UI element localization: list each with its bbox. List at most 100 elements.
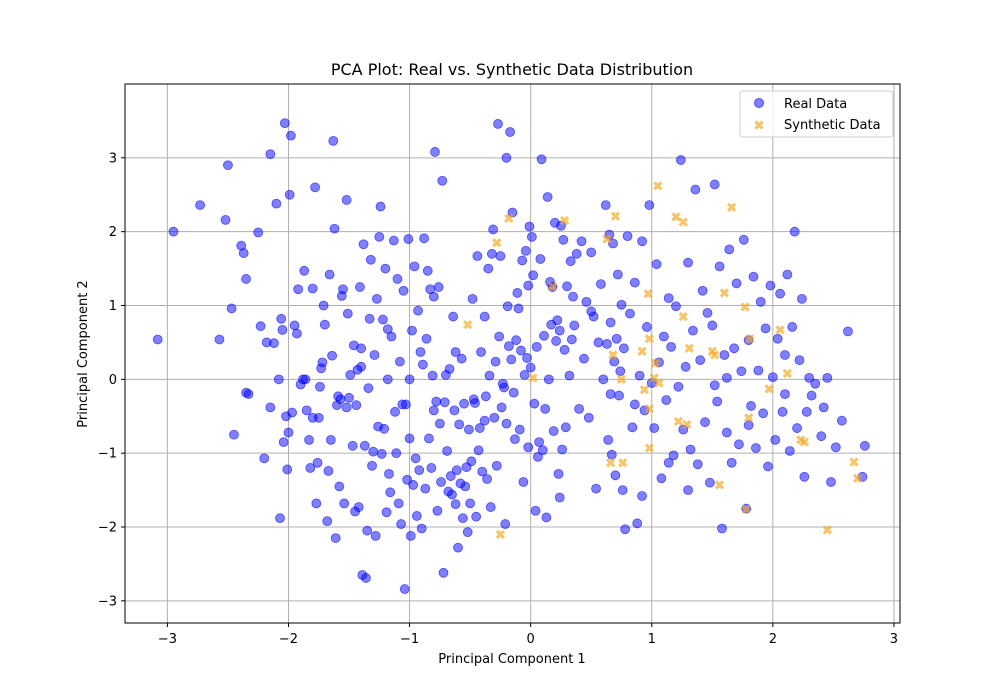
real-data-point bbox=[830, 442, 841, 453]
real-data-point bbox=[511, 335, 522, 346]
real-data-point bbox=[619, 343, 629, 354]
real-data-point bbox=[341, 195, 352, 205]
synthetic-data-point bbox=[605, 458, 616, 468]
real-data-point bbox=[255, 321, 266, 332]
real-data-point bbox=[479, 311, 490, 322]
real-data-point bbox=[277, 324, 288, 335]
real-data-point bbox=[413, 305, 423, 316]
real-data-point bbox=[658, 331, 669, 342]
real-data-point bbox=[583, 412, 594, 423]
real-data-point bbox=[330, 533, 341, 543]
synthetic-data-point bbox=[684, 343, 694, 353]
real-data-point bbox=[719, 350, 730, 360]
real-data-point bbox=[424, 433, 434, 444]
synthetic-data-point bbox=[602, 234, 612, 244]
synthetic-data-point bbox=[528, 373, 538, 383]
real-data-point bbox=[661, 395, 672, 405]
real-data-point bbox=[736, 366, 747, 377]
real-data-point bbox=[490, 356, 501, 367]
real-data-point bbox=[780, 389, 790, 400]
synthetic-data-point bbox=[653, 181, 663, 191]
real-data-point bbox=[792, 423, 802, 433]
synthetic-data-point bbox=[678, 217, 688, 227]
synthetic-data-point bbox=[719, 288, 730, 298]
real-data-point bbox=[637, 236, 647, 247]
real-data-point bbox=[276, 313, 287, 324]
real-data-point bbox=[565, 256, 576, 267]
synthetic-data-point bbox=[495, 529, 506, 540]
real-data-point bbox=[368, 446, 379, 457]
real-data-point bbox=[485, 502, 496, 512]
real-data-point bbox=[408, 480, 419, 490]
real-data-point bbox=[426, 463, 437, 473]
real-data-point bbox=[334, 481, 345, 492]
real-data-point bbox=[495, 251, 506, 261]
real-data-point bbox=[259, 453, 270, 464]
real-data-point bbox=[535, 254, 546, 264]
synthetic-data-point bbox=[559, 215, 570, 226]
legend-label-real: Real Data bbox=[784, 97, 847, 112]
legend-box bbox=[739, 90, 894, 138]
real-data-point bbox=[743, 420, 754, 431]
real-data-point bbox=[685, 444, 696, 455]
real-data-point bbox=[500, 519, 511, 529]
real-data-point bbox=[347, 440, 358, 451]
real-data-point bbox=[690, 184, 701, 195]
real-data-point bbox=[380, 263, 391, 274]
real-data-point bbox=[287, 407, 298, 418]
real-data-point bbox=[767, 372, 778, 383]
real-data-point bbox=[310, 182, 321, 193]
real-data-point bbox=[499, 382, 509, 393]
real-data-point bbox=[445, 471, 456, 481]
real-data-point bbox=[520, 245, 531, 256]
real-data-point bbox=[627, 422, 638, 433]
real-data-point bbox=[593, 337, 604, 348]
real-data-point bbox=[512, 288, 523, 298]
real-data-point bbox=[265, 149, 276, 160]
real-data-point bbox=[399, 584, 410, 594]
real-data-point bbox=[539, 330, 549, 341]
synthetic-data-point bbox=[504, 213, 514, 224]
real-data-point bbox=[502, 301, 513, 312]
real-data-point bbox=[586, 306, 597, 317]
real-data-point bbox=[341, 402, 352, 413]
real-data-point bbox=[632, 518, 643, 529]
legend: Real Data Synthetic Data bbox=[739, 90, 894, 138]
real-data-point bbox=[551, 336, 561, 346]
real-data-point bbox=[243, 389, 254, 400]
synthetic-data-point bbox=[799, 437, 810, 447]
real-data-point bbox=[491, 460, 502, 471]
real-data-point bbox=[697, 285, 708, 296]
x-tick-label: 1 bbox=[648, 632, 656, 647]
real-data-point bbox=[450, 499, 461, 510]
real-data-point bbox=[328, 135, 339, 146]
synthetic-data-point bbox=[743, 413, 754, 423]
real-data-point bbox=[344, 392, 354, 403]
real-data-point bbox=[278, 437, 289, 448]
real-data-point bbox=[753, 365, 764, 376]
real-data-point bbox=[279, 118, 290, 129]
real-data-point bbox=[524, 221, 535, 232]
real-data-point bbox=[381, 507, 392, 518]
real-data-point bbox=[459, 398, 469, 409]
real-data-point bbox=[548, 426, 559, 436]
synthetic-data-point bbox=[745, 334, 755, 344]
real-data-point bbox=[417, 359, 428, 370]
real-data-point bbox=[438, 567, 449, 578]
real-data-point bbox=[510, 434, 520, 445]
real-data-point bbox=[152, 334, 163, 345]
real-data-point bbox=[323, 465, 334, 476]
real-data-point bbox=[375, 201, 386, 212]
real-data-point bbox=[465, 498, 476, 509]
real-data-point bbox=[541, 512, 552, 523]
real-data-point bbox=[712, 396, 723, 407]
real-data-point bbox=[528, 270, 538, 281]
real-data-point bbox=[319, 319, 330, 330]
real-data-point bbox=[390, 406, 400, 417]
synthetic-data-point bbox=[639, 385, 650, 395]
y-tick-label: −2 bbox=[98, 521, 117, 536]
synthetic-data-point bbox=[671, 212, 681, 222]
real-data-point bbox=[765, 280, 776, 291]
real-data-point bbox=[371, 293, 382, 304]
